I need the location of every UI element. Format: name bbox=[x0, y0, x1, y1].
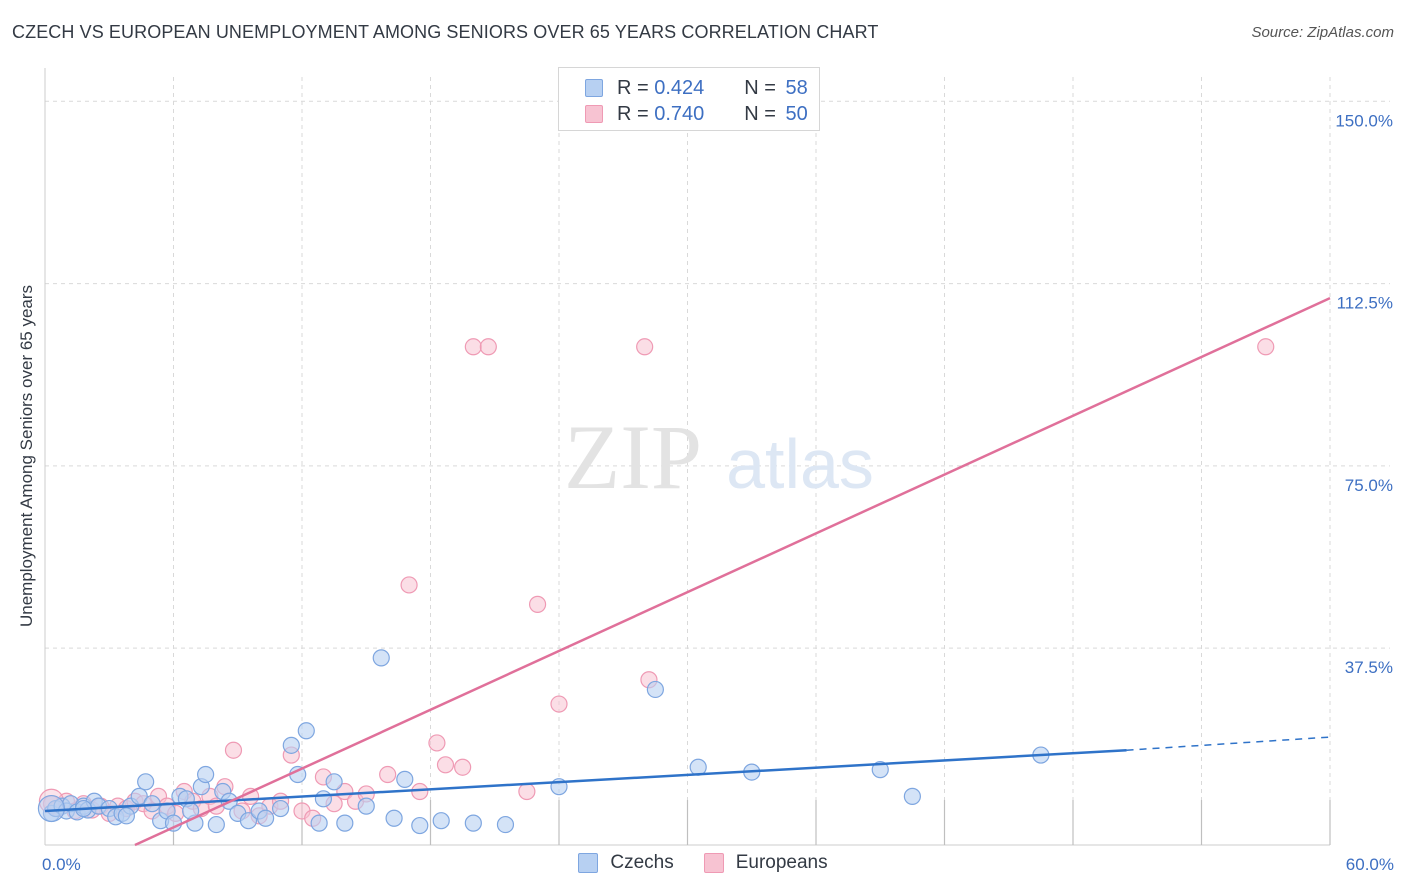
y-tick-label-2: 112.5% bbox=[1337, 294, 1393, 313]
czechs-point-36 bbox=[310, 814, 328, 832]
czechs-point-15 bbox=[137, 773, 155, 791]
czechs-point-25 bbox=[207, 815, 225, 834]
czechs-point-14 bbox=[130, 787, 148, 805]
czechs-point-49 bbox=[646, 680, 664, 699]
legend-n-value-europeans: 50 bbox=[785, 102, 808, 125]
czechs-point-53 bbox=[903, 787, 921, 805]
legend-r-value-europeans: 0.740 bbox=[654, 102, 705, 125]
czechs-point-43 bbox=[396, 770, 414, 788]
y-tick-label-3: 150.0% bbox=[1335, 111, 1393, 130]
europeans-point-49 bbox=[1257, 338, 1275, 356]
watermark: ZIP atlas bbox=[564, 406, 874, 508]
europeans-point-22 bbox=[224, 741, 243, 759]
trend-lines bbox=[44, 297, 1331, 847]
czechs-cluster-point bbox=[37, 794, 66, 823]
europeans-point-45 bbox=[528, 595, 547, 613]
europeans-point-41 bbox=[454, 758, 472, 776]
europeans-point-37 bbox=[400, 576, 418, 594]
czechs-point-33 bbox=[282, 736, 300, 754]
y-axis-label: Unemployment Among Seniors over 65 years bbox=[17, 284, 36, 628]
stats-legend: R = 0.424 N = 58 R = 0.740 N = 50 bbox=[558, 67, 820, 131]
czechs-trend-line bbox=[44, 748, 1127, 813]
czechs-point-32 bbox=[271, 799, 290, 818]
europeans-point-46 bbox=[550, 695, 568, 713]
legend-r-label-czechs: R = bbox=[617, 76, 655, 99]
czechs-point-41 bbox=[372, 649, 390, 667]
x-tick-label-1: 60.0% bbox=[1346, 855, 1394, 874]
europeans-trend-line bbox=[134, 297, 1331, 847]
legend-item-czechs[interactable]: Czechs bbox=[578, 852, 674, 874]
legend-swatch-europeans bbox=[585, 105, 603, 123]
europeans-point-42 bbox=[464, 338, 482, 356]
tick-labels: 37.5% 75.0% 112.5% 150.0% 0.0% 60.0% bbox=[42, 111, 1394, 874]
series-legend: Czechs Europeans bbox=[0, 852, 1406, 874]
legend-swatch-czechs bbox=[585, 79, 603, 97]
czechs-swatch bbox=[578, 853, 599, 873]
watermark-zip: ZIP bbox=[564, 406, 702, 508]
czechs-point-39 bbox=[336, 814, 354, 832]
czechs-trend-extension bbox=[1126, 736, 1331, 751]
europeans-point-43 bbox=[479, 338, 497, 356]
legend-r-value-czechs: 0.424 bbox=[654, 76, 705, 99]
czechs-point-56 bbox=[117, 807, 135, 825]
czechs-point-29 bbox=[239, 812, 258, 830]
source-credit: Source: ZipAtlas.com bbox=[1251, 24, 1394, 41]
legend-n-value-czechs: 58 bbox=[785, 76, 808, 99]
czechs-point-31 bbox=[256, 809, 275, 827]
legend-r-label-europeans: R = bbox=[617, 102, 655, 125]
watermark-atlas: atlas bbox=[726, 425, 874, 503]
europeans-point-39 bbox=[428, 734, 446, 752]
legend-n-label-europeans: N = bbox=[744, 102, 782, 125]
czechs-point-45 bbox=[432, 812, 450, 830]
czechs-point-46 bbox=[464, 814, 482, 832]
legend-item-europeans[interactable]: Europeans bbox=[703, 852, 828, 874]
europeans-swatch bbox=[703, 853, 724, 873]
legend-row-europeans: R = 0.740 N = 50 bbox=[585, 103, 808, 125]
grid-lines bbox=[45, 77, 1390, 845]
europeans-point-38 bbox=[411, 782, 429, 801]
czechs-point-35 bbox=[297, 722, 315, 740]
y-tick-label-0: 37.5% bbox=[1345, 658, 1393, 677]
europeans-point-44 bbox=[518, 782, 536, 801]
czechs-point-42 bbox=[385, 809, 403, 827]
czechs-point-37 bbox=[314, 790, 333, 808]
czechs-points bbox=[37, 649, 1050, 835]
czechs-point-24 bbox=[197, 765, 215, 784]
y-tick-label-1: 75.0% bbox=[1345, 476, 1393, 495]
czechs-point-40 bbox=[357, 797, 375, 815]
europeans-point-36 bbox=[379, 765, 397, 784]
czechs-point-47 bbox=[496, 815, 515, 834]
europeans-point-40 bbox=[436, 756, 455, 774]
x-tick-label-0: 0.0% bbox=[42, 855, 81, 874]
czechs-label: Czechs bbox=[610, 852, 674, 873]
europeans-point-47 bbox=[636, 338, 654, 356]
czechs-point-52 bbox=[871, 761, 889, 779]
czechs-point-38 bbox=[325, 773, 343, 791]
legend-n-label-czechs: N = bbox=[744, 76, 782, 99]
legend-row-czechs: R = 0.424 N = 58 bbox=[585, 77, 808, 99]
europeans-label: Europeans bbox=[735, 852, 828, 873]
axes bbox=[44, 68, 1331, 846]
chart-title: CZECH VS EUROPEAN UNEMPLOYMENT AMONG SEN… bbox=[12, 22, 879, 42]
czechs-point-44 bbox=[411, 816, 429, 835]
